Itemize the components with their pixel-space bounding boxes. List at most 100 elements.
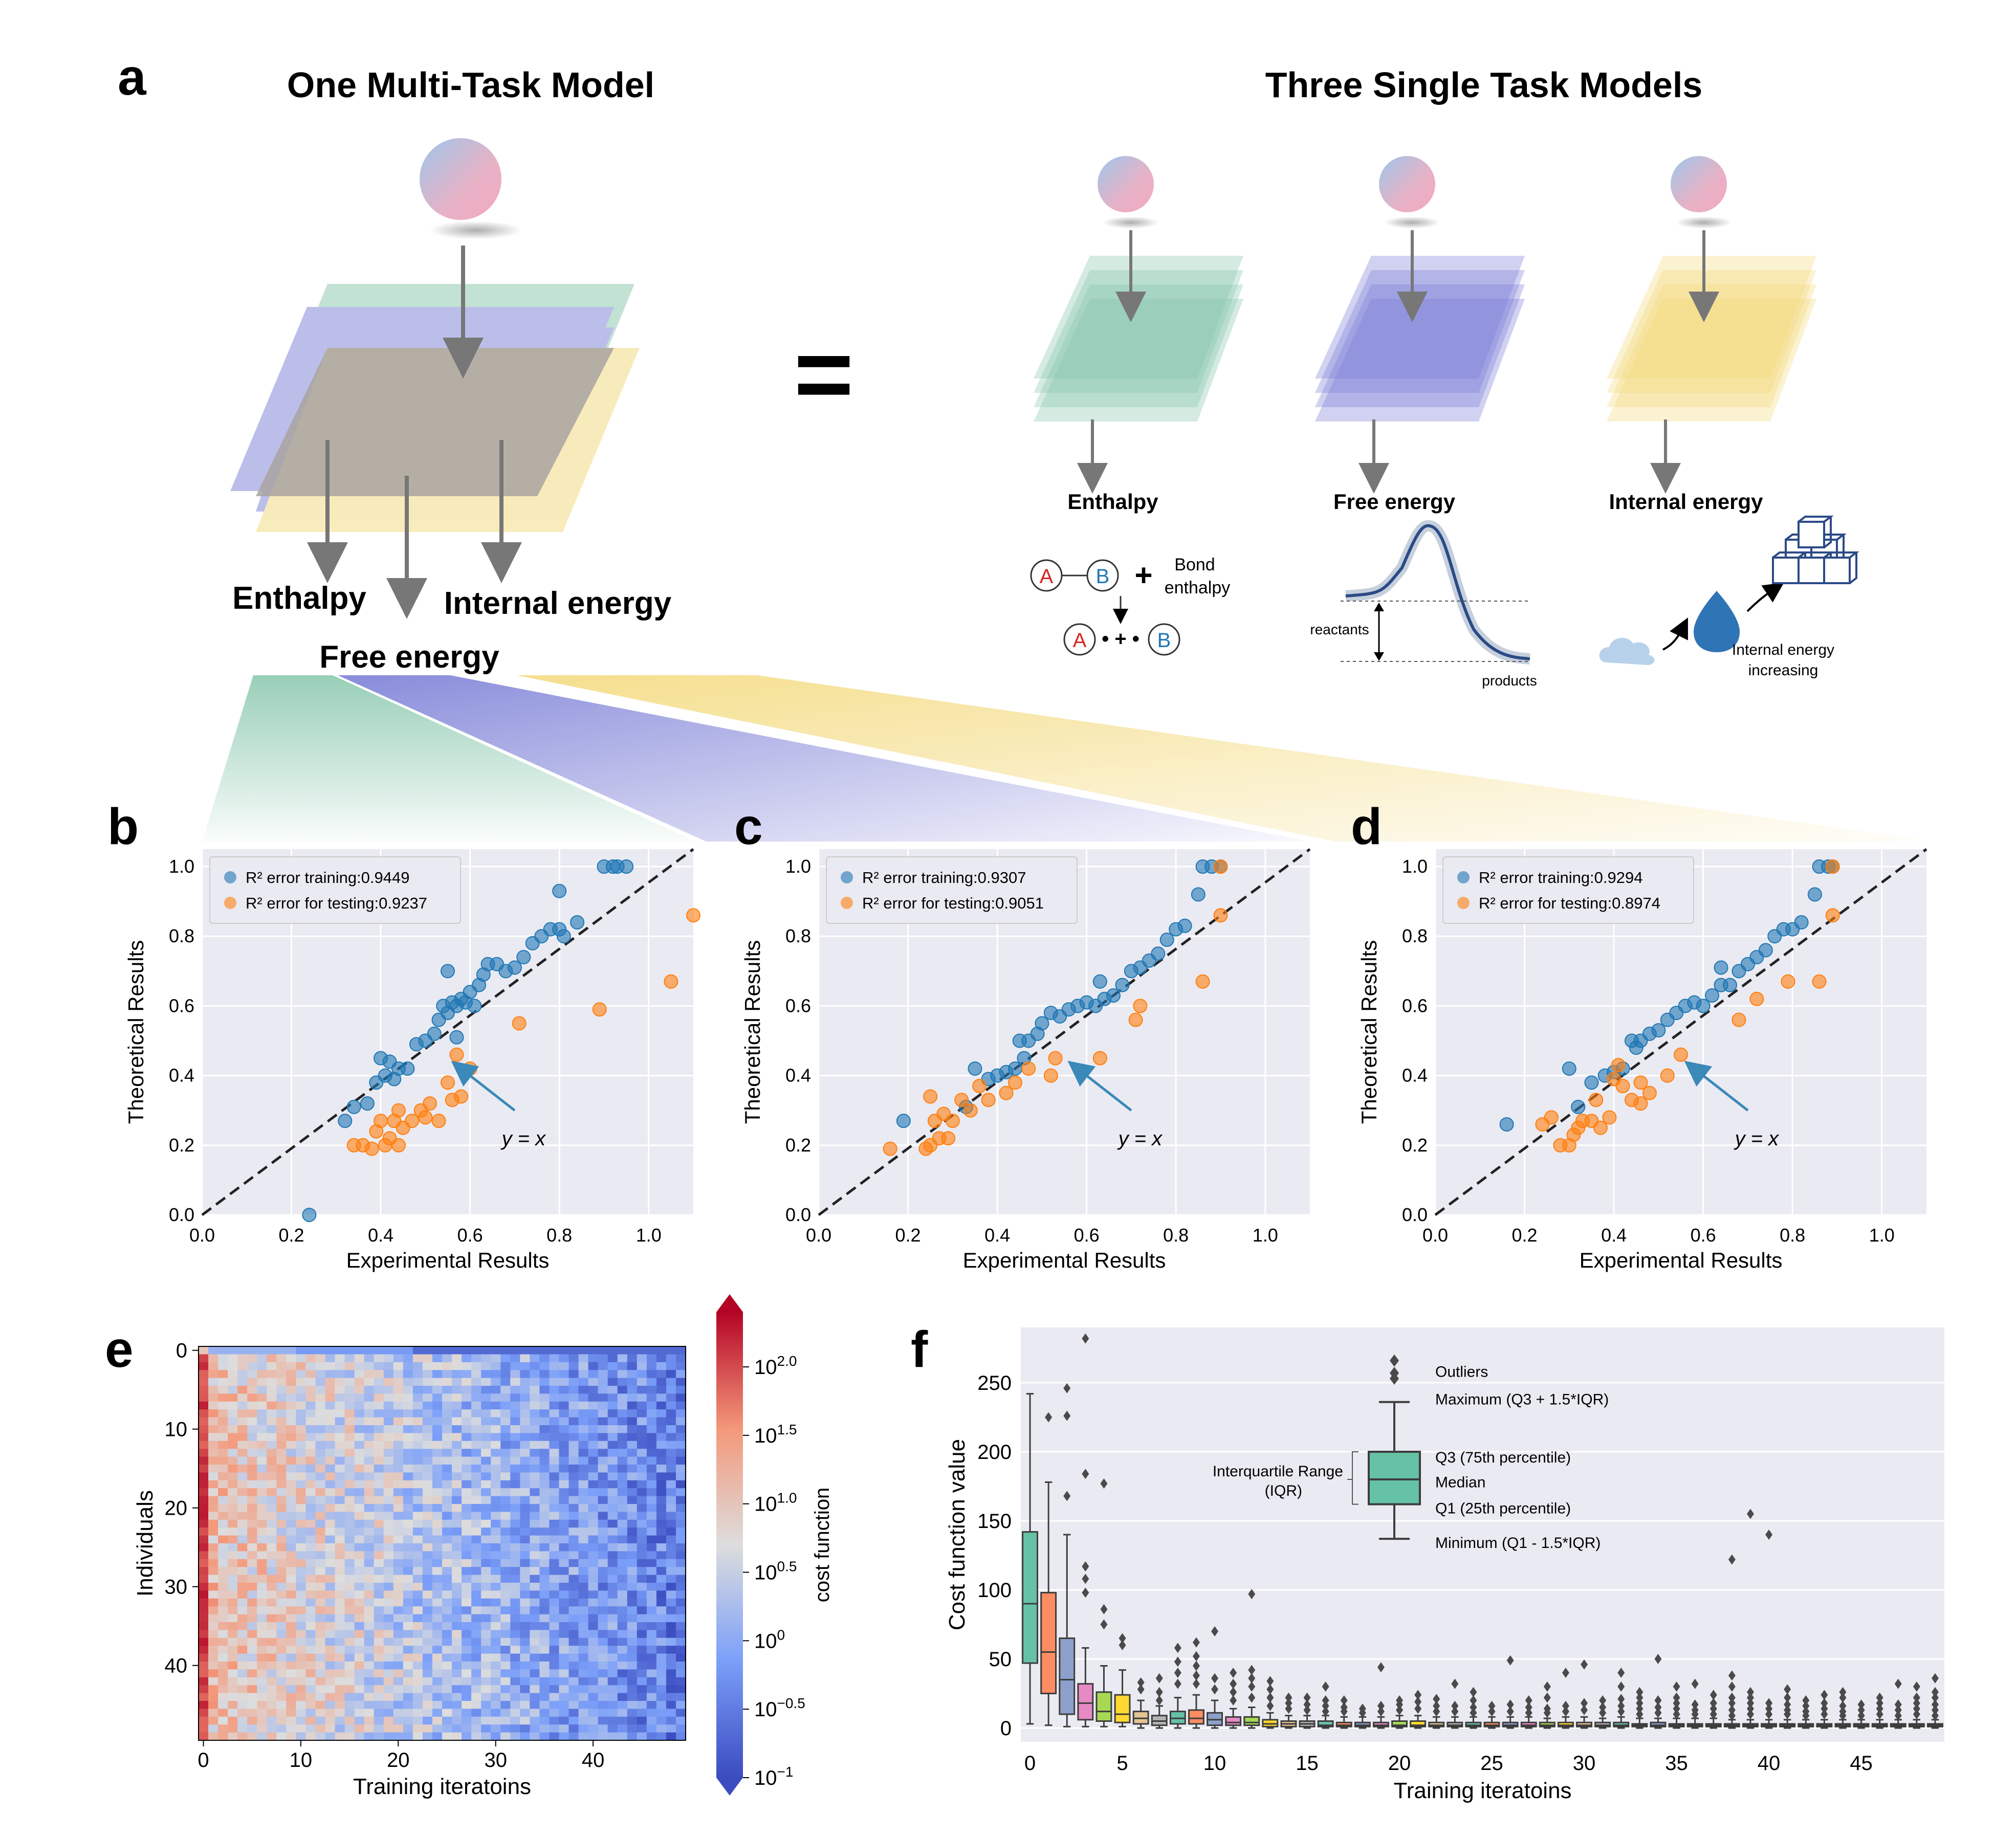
heatmap-cell [607,1535,618,1544]
atom-a2-label: A [1073,629,1087,652]
heatmap-cell [403,1559,413,1567]
heatmap-cell [510,1614,520,1623]
heatmap-cell [491,1441,501,1449]
heatmap-cell [539,1519,550,1528]
heatmap-cell [607,1488,618,1497]
heatmap-cell [374,1386,384,1394]
heatmap-cell [646,1559,657,1567]
heatmap-cell [578,1393,589,1402]
heatmap-cell [315,1606,326,1615]
heatmap-cell [286,1401,296,1410]
heatmap-cell [383,1662,394,1670]
outlier-marker [1174,1643,1181,1653]
heatmap-cell [510,1630,520,1638]
heatmap-cell [539,1716,550,1725]
outlier-marker [1266,1700,1274,1711]
heatmap-cell [335,1637,345,1646]
heatmap-cell [325,1370,336,1379]
mini-input-sphere [1098,156,1154,212]
heatmap-cell [267,1465,277,1473]
colorbar-cap-bottom [716,1778,743,1796]
heatmap-cell [549,1669,560,1678]
heatmap-cell [296,1504,306,1512]
heatmap-cell [598,1465,608,1473]
outlier-marker [1137,1677,1145,1688]
heatmap-cell [481,1662,491,1670]
heatmap-cell [218,1496,228,1504]
heatmap-cell [276,1590,287,1599]
outlier-marker [1728,1704,1736,1715]
heatmap-cell [471,1590,481,1599]
outlier-marker [1636,1698,1644,1709]
outlier-marker [1673,1681,1680,1692]
heatmap-cell [627,1653,638,1662]
heatmap-cell [305,1709,316,1717]
heatmap-cell [354,1519,365,1528]
heatmap-cell [520,1709,530,1717]
heatmap-cell [491,1496,501,1504]
heatmap-cell [471,1669,481,1678]
x-tick-label: 10 [1203,1752,1226,1775]
outlier-marker [1433,1700,1440,1711]
heatmap-cell [510,1354,520,1363]
output-internal-energy: Internal energy [444,586,672,621]
heatmap-cell [481,1630,491,1638]
heatmap-cell [568,1724,579,1733]
heatmap-cell [530,1693,540,1701]
heatmap-cell [510,1465,520,1473]
heatmap-cell [520,1646,530,1654]
outlier-marker [1488,1706,1496,1717]
heatmap-cell [228,1504,238,1512]
heatmap-cell [452,1709,462,1717]
scatter-panel-d: d0.00.00.20.20.40.40.60.60.80.81.01.0R² … [1351,798,1927,1272]
heatmap-cell [364,1393,375,1402]
heatmap-cell [666,1637,676,1646]
heatmap-cell [442,1590,452,1599]
heatmap-cell [491,1472,501,1481]
heatmap-cell [666,1465,676,1473]
heatmap-cell [607,1598,618,1607]
outlier-marker [1100,1478,1108,1489]
heatmap-cell [432,1716,443,1725]
heatmap-cell [452,1535,462,1544]
training-point [1499,1117,1514,1132]
heatmap-cell [559,1488,569,1497]
heatmap-cell [520,1701,530,1709]
heatmap-cell [228,1527,238,1536]
heatmap-cell [422,1512,433,1520]
ice-cube-icon [1823,557,1851,584]
heatmap-cell [276,1567,287,1576]
training-point [1705,988,1720,1003]
heatmap-cell [627,1535,638,1544]
legend-maximum-label: Maximum (Q3 + 1.5*IQR) [1435,1391,1609,1408]
heatmap-cell [325,1716,336,1725]
heatmap-cell [539,1590,550,1599]
y-tick-label: 1.0 [169,856,194,877]
heatmap-cell [383,1669,394,1678]
heatmap-cell [675,1685,686,1694]
heatmap-cell [675,1551,686,1560]
heatmap-cell [491,1732,501,1741]
heatmap-cell [568,1701,579,1709]
heatmap-cell [403,1646,413,1654]
testing-point [1611,1058,1626,1073]
outlier-marker [1746,1709,1754,1719]
heatmap-cell [403,1465,413,1473]
heatmap-cell [218,1551,228,1560]
heatmap-cell [549,1559,560,1567]
heatmap-cell [549,1456,560,1465]
heatmap-cell [568,1583,579,1591]
heatmap-cell [354,1567,365,1576]
increasing-label: increasing [1748,662,1818,679]
heatmap-cell [510,1441,520,1449]
heatmap-cell [218,1630,228,1638]
heatmap-cell [666,1606,676,1615]
heatmap-cell [491,1551,501,1560]
heatmap-cell [481,1535,491,1544]
heatmap-cell [296,1669,306,1678]
heatmap-cell [237,1646,248,1654]
heatmap-cell [325,1433,336,1442]
box-body [1095,1691,1112,1722]
heatmap-cell [666,1575,676,1583]
heatmap-cell [218,1646,228,1654]
